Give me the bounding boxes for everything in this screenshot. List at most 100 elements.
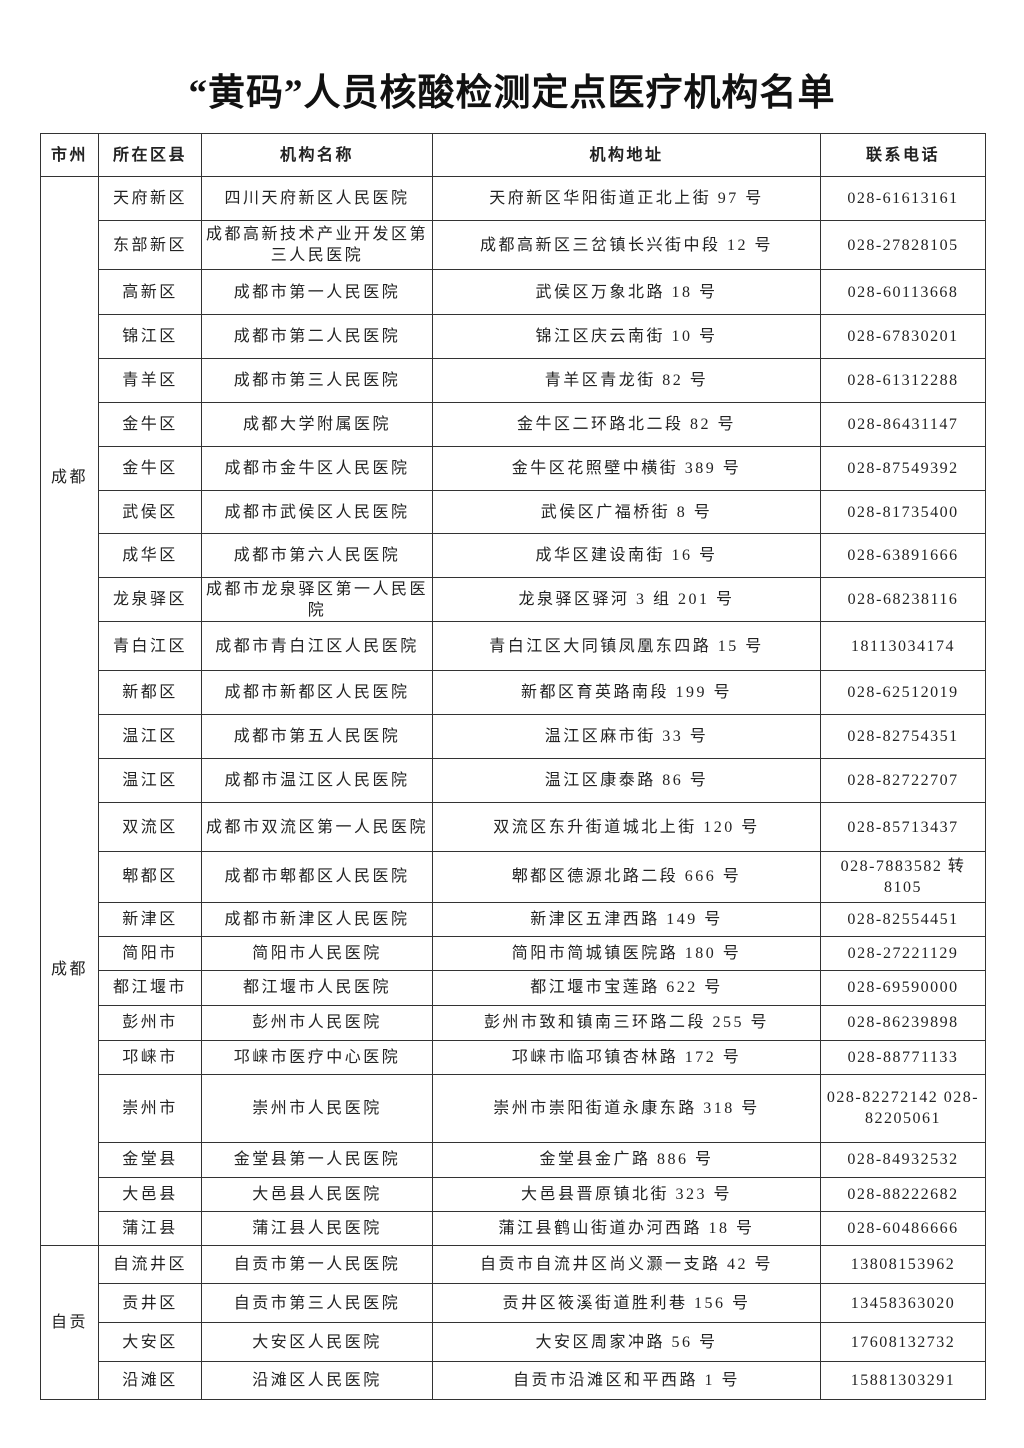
phone-cell: 028-62512019 (820, 670, 986, 716)
address-cell: 成都高新区三岔镇长兴街中段 12 号 (432, 220, 821, 271)
district-cell: 武侯区 (98, 490, 202, 535)
phone-cell: 028-86431147 (820, 402, 986, 448)
district-cell: 高新区 (98, 269, 202, 316)
table-row: 自贡 自流井区 自贡市第一人民医院 自贡市自流井区尚义灏一支路 42 号 1380815… (40, 1244, 986, 1400)
district-cell: 天府新区 (98, 175, 202, 222)
address-cell: 武侯区万象北路 18 号 (432, 269, 821, 316)
address-cell: 青羊区青龙街 82 号 (432, 358, 821, 404)
district-cell: 温江区 (98, 714, 202, 760)
address-cell: 蒲江县鹤山街道办河西路 18 号 (432, 1210, 821, 1247)
institution-name-cell: 成都市第二人民医院 (201, 314, 433, 360)
phone-cell: 028-60113668 (820, 269, 986, 316)
table-row: 贡井区 自贡市第三人民医院 贡井区筱溪街道胜利巷 156 号 13458363020 (41, 1283, 986, 1324)
phone-cell: 028-86239898 (820, 1004, 986, 1041)
table-row: 青白江区 成都市青白江区人民医院 青白江区大同镇凤凰东四路 15 号 18113034… (41, 621, 986, 672)
header-phone: 联系电话 (820, 133, 986, 177)
table-row: 都江堰市 都江堰市人民医院 都江堰市宝莲路 622 号 028-69590000 (41, 969, 986, 1006)
address-cell: 自贡市自流井区尚义灏一支路 42 号 (432, 1244, 821, 1285)
header-institution-name: 机构名称 (201, 133, 433, 177)
address-cell: 大安区周家冲路 56 号 (432, 1322, 821, 1362)
phone-cell: 028-61312288 (820, 358, 986, 404)
table-row: 郫都区 成都市郫都区人民医院 郫都区德源北路二段 666 号 028-7883582 … (41, 851, 986, 903)
address-cell: 金牛区二环路北二段 82 号 (432, 402, 821, 448)
phone-cell: 028-82754351 (820, 714, 986, 760)
address-cell: 崇州市崇阳街道永康东路 318 号 (432, 1073, 821, 1143)
address-cell: 金牛区花照壁中横街 389 号 (432, 446, 821, 492)
city-label: 自贡 (50, 1314, 88, 1331)
address-cell: 大邑县晋原镇北街 323 号 (432, 1176, 821, 1212)
district-cell: 金牛区 (98, 446, 202, 492)
table-row: 高新区 成都市第一人民医院 武侯区万象北路 18 号 028-60113668 (41, 269, 986, 316)
address-cell: 龙泉驿区驿河 3 组 201 号 (432, 577, 821, 623)
address-cell: 天府新区华阳街道正北上街 97 号 (432, 175, 821, 222)
address-cell: 邛崃市临邛镇杏林路 172 号 (432, 1039, 821, 1075)
institution-name-cell: 成都市新都区人民医院 (201, 670, 433, 716)
institution-name-cell: 崇州市人民医院 (201, 1073, 433, 1143)
institution-name-cell: 成都市第五人民医院 (201, 714, 433, 760)
table-row: 成华区 成都市第六人民医院 成华区建设南街 16 号 028-63891666 (41, 533, 986, 579)
table-row: 大邑县 大邑县人民医院 大邑县晋原镇北街 323 号 028-88222682 (41, 1176, 986, 1212)
district-cell: 崇州市 (98, 1073, 202, 1143)
table-row: 金牛区 成都大学附属医院 金牛区二环路北二段 82 号 028-86431147 (41, 402, 986, 448)
institution-name-cell: 成都市第三人民医院 (201, 358, 433, 404)
phone-cell: 028-85713437 (820, 802, 986, 853)
table-row: 锦江区 成都市第二人民医院 锦江区庆云南街 10 号 028-67830201 (41, 314, 986, 360)
district-cell: 温江区 (98, 758, 202, 804)
address-cell: 郫都区德源北路二段 666 号 (432, 851, 821, 903)
district-cell: 自流井区 (98, 1244, 202, 1285)
district-cell: 金堂县 (98, 1141, 202, 1178)
institution-name-cell: 大邑县人民医院 (201, 1176, 433, 1212)
institution-name-cell: 成都市郫都区人民医院 (201, 851, 433, 903)
institution-name-cell: 成都大学附属医院 (201, 402, 433, 448)
table-header-row: 市州 所在区县 机构名称 机构地址 联系电话 (40, 133, 986, 177)
institution-name-cell: 蒲江县人民医院 (201, 1210, 433, 1247)
district-cell: 双流区 (98, 802, 202, 853)
city-label: 成都 (50, 469, 88, 486)
institution-table: 市州 所在区县 机构名称 机构地址 联系电话 成都 成都 天府新区 四川天府新区人民医… (40, 133, 986, 1401)
district-cell: 金牛区 (98, 402, 202, 448)
table-row: 双流区 成都市双流区第一人民医院 双流区东升街道城北上街 120 号 028-8571… (41, 802, 986, 853)
table-row: 温江区 成都市第五人民医院 温江区麻市街 33 号 028-82754351 (41, 714, 986, 760)
district-cell: 都江堰市 (98, 969, 202, 1006)
phone-cell: 028-69590000 (820, 969, 986, 1006)
phone-cell: 028-61613161 (820, 175, 986, 222)
phone-cell: 028-67830201 (820, 314, 986, 360)
table-row: 成都 成都 天府新区 四川天府新区人民医院 天府新区华阳街道正北上街 97 号 028-6… (40, 175, 986, 1246)
institution-name-cell: 四川天府新区人民医院 (201, 175, 433, 222)
phone-cell: 028-81735400 (820, 490, 986, 535)
district-cell: 郫都区 (98, 851, 202, 903)
phone-cell: 13808153962 (820, 1244, 986, 1285)
institution-name-cell: 邛崃市医疗中心医院 (201, 1039, 433, 1075)
institution-name-cell: 大安区人民医院 (201, 1322, 433, 1362)
table-row: 彭州市 彭州市人民医院 彭州市致和镇南三环路二段 255 号 028-86239898 (41, 1004, 986, 1041)
table-row: 青羊区 成都市第三人民医院 青羊区青龙街 82 号 028-61312288 (41, 358, 986, 404)
district-cell: 新都区 (98, 670, 202, 716)
address-cell: 贡井区筱溪街道胜利巷 156 号 (432, 1283, 821, 1324)
address-cell: 锦江区庆云南街 10 号 (432, 314, 821, 360)
district-cell: 邛崃市 (98, 1039, 202, 1075)
district-cell: 蒲江县 (98, 1210, 202, 1247)
district-cell: 大安区 (98, 1322, 202, 1362)
district-cell: 大邑县 (98, 1176, 202, 1212)
header-city: 市州 (40, 133, 99, 177)
institution-name-cell: 沿滩区人民医院 (201, 1360, 433, 1401)
table-row: 武侯区 成都市武侯区人民医院 武侯区广福桥街 8 号 028-81735400 (41, 490, 986, 535)
phone-cell: 028-88222682 (820, 1176, 986, 1212)
district-cell: 东部新区 (98, 220, 202, 271)
institution-name-cell: 成都市金牛区人民医院 (201, 446, 433, 492)
district-cell: 龙泉驿区 (98, 577, 202, 623)
district-cell: 贡井区 (98, 1283, 202, 1324)
phone-cell: 028-27828105 (820, 220, 986, 271)
address-cell: 武侯区广福桥街 8 号 (432, 490, 821, 535)
institution-name-cell: 成都市双流区第一人民医院 (201, 802, 433, 853)
address-cell: 简阳市简城镇医院路 180 号 (432, 935, 821, 971)
address-cell: 温江区康泰路 86 号 (432, 758, 821, 804)
table-row: 新都区 成都市新都区人民医院 新都区育英路南段 199 号 028-62512019 (41, 670, 986, 716)
table-row: 大安区 大安区人民医院 大安区周家冲路 56 号 17608132732 (41, 1322, 986, 1362)
table-row: 蒲江县 蒲江县人民医院 蒲江县鹤山街道办河西路 18 号 028-60486666 (41, 1210, 986, 1247)
city-cell: 自贡 (40, 1245, 99, 1400)
phone-cell: 028-68238116 (820, 577, 986, 623)
address-cell: 自贡市沿滩区和平西路 1 号 (432, 1360, 821, 1401)
phone-cell: 028-82722707 (820, 758, 986, 804)
